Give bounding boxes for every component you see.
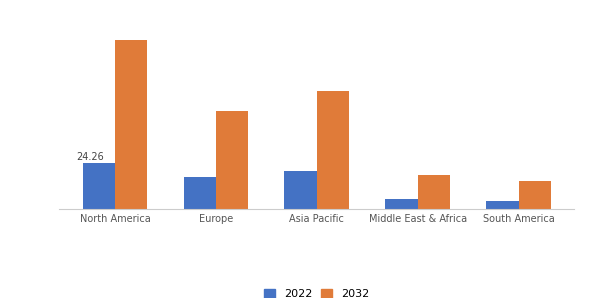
Legend: 2022, 2032: 2022, 2032 xyxy=(264,289,369,298)
Bar xyxy=(184,177,216,209)
Bar xyxy=(284,171,317,209)
Text: 24.26: 24.26 xyxy=(76,152,104,162)
Bar xyxy=(115,40,147,209)
Bar xyxy=(216,111,248,209)
Bar xyxy=(417,175,450,209)
Bar xyxy=(317,91,349,209)
Bar xyxy=(486,201,519,209)
Bar xyxy=(83,163,115,209)
Bar xyxy=(519,181,551,209)
Bar xyxy=(385,199,417,209)
